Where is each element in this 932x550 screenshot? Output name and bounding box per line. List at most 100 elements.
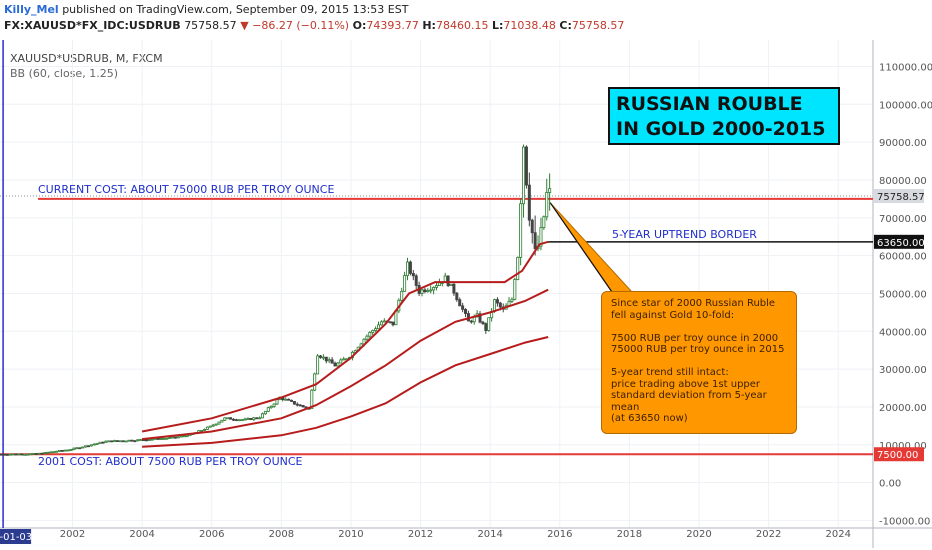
candle-body (382, 320, 386, 323)
candle-body (464, 308, 468, 314)
candle-body (542, 216, 546, 229)
callout-pointer-edge (549, 202, 613, 293)
current-cost-annotation: CURRENT COST: ABOUT 75000 RUB PER TROY O… (38, 183, 335, 196)
low-label: L: (491, 19, 504, 32)
candle-body (55, 450, 59, 453)
candle-body (408, 261, 412, 274)
x-tick-label: 2014 (477, 529, 502, 540)
y-tick-label: 80000.00 (879, 176, 927, 187)
candle-body (243, 418, 247, 421)
candle-body (217, 421, 221, 425)
main-series-legend[interactable]: XAUUSD*USDRUB, M, FXCM (10, 52, 163, 65)
candle-body (78, 447, 82, 450)
candle-body (295, 403, 299, 406)
candle-body (458, 299, 462, 307)
candle-body (57, 449, 61, 452)
x-tick-label: 2018 (617, 529, 642, 540)
candle-body (223, 417, 227, 421)
price-change: ▼ −86.27 (−0.11%) (240, 19, 350, 32)
candle-body (400, 290, 404, 301)
high-value: 78460.15 (435, 19, 489, 32)
bb-line-1 (141, 240, 549, 433)
candle-body (316, 355, 320, 375)
candle-body (229, 417, 233, 420)
candle-body (252, 417, 256, 420)
candle-body (319, 355, 323, 358)
candle-body (513, 279, 517, 300)
candle-body (14, 453, 18, 456)
candle-body (287, 398, 291, 401)
symbol-name[interactable]: FX:XAUUSD*FX_IDC:USDRUB (4, 19, 181, 32)
price-label-text: 75758.57 (877, 192, 925, 203)
y-tick-label: 0.00 (879, 479, 901, 490)
candle-body (26, 453, 30, 456)
author-link[interactable]: Killy_Mel (4, 3, 59, 16)
chart-title-box: RUSSIAN ROUBLE IN GOLD 2000-2015 (608, 87, 840, 145)
candle-body (202, 429, 206, 431)
candle-body (289, 399, 293, 402)
candle-body (28, 453, 32, 456)
open-label: O: (352, 19, 367, 32)
candle-body (0, 453, 3, 456)
candle-body (379, 321, 383, 326)
candle-body (516, 256, 520, 280)
candle-body (493, 299, 497, 312)
candle-body (478, 313, 482, 323)
x-tick-label: 2020 (686, 529, 711, 540)
candle-body (98, 441, 102, 444)
candle-body (524, 146, 528, 186)
candle-body (530, 219, 534, 234)
candle-body (127, 439, 131, 442)
candle-body (258, 417, 262, 420)
candle-body (113, 440, 117, 443)
x-tick-label: 2016 (547, 529, 572, 540)
candle-body (246, 418, 250, 420)
candle-body (321, 356, 325, 359)
candle-body (266, 407, 270, 412)
candle-body (208, 425, 212, 428)
candle-body (333, 362, 337, 367)
price-label-text: 63650.00 (877, 238, 925, 249)
candle-body (469, 320, 473, 323)
candle-body (339, 359, 343, 364)
candle-body (226, 417, 230, 420)
candle-body (371, 330, 375, 333)
close-label: C: (559, 19, 572, 32)
y-tick-label: 70000.00 (879, 214, 927, 225)
candle-body (522, 146, 526, 205)
candle-body (255, 417, 259, 420)
x-tick-label: 2002 (60, 529, 85, 540)
candle-body (327, 359, 331, 362)
candle-body (519, 203, 523, 258)
candle-body (69, 449, 73, 451)
x-tick-label: 2008 (269, 529, 294, 540)
candle-body (40, 452, 44, 455)
candle-body (147, 439, 151, 441)
candle-body (130, 439, 134, 442)
candle-body (176, 436, 180, 439)
candle-body (144, 439, 148, 442)
candle-body (426, 290, 430, 293)
date-cursor-label: 2000-01-03 (0, 532, 32, 543)
open-value: 74393.77 (366, 19, 419, 32)
candle-body (37, 452, 41, 455)
candle-body (342, 358, 346, 361)
callout-note: Since star of 2000 Russian Ruble fell ag… (601, 291, 797, 434)
candle-body (269, 405, 273, 409)
candle-body (406, 261, 410, 276)
candle-body (548, 188, 552, 193)
candle-body (8, 453, 12, 456)
bb-indicator-legend[interactable]: BB (60, close, 1.25) (10, 67, 118, 80)
y-tick-label: 110000.00 (879, 62, 932, 73)
candle-body (377, 324, 381, 330)
candle-body (234, 419, 238, 422)
candle-body (220, 419, 224, 423)
candle-body (139, 439, 143, 441)
candle-body (498, 302, 502, 308)
candle-body (95, 442, 99, 445)
candle-body (200, 429, 204, 432)
last-price: 75758.57 (184, 19, 237, 32)
candle-body (165, 437, 169, 440)
candle-body (66, 449, 70, 452)
x-tick-label: 2022 (756, 529, 781, 540)
